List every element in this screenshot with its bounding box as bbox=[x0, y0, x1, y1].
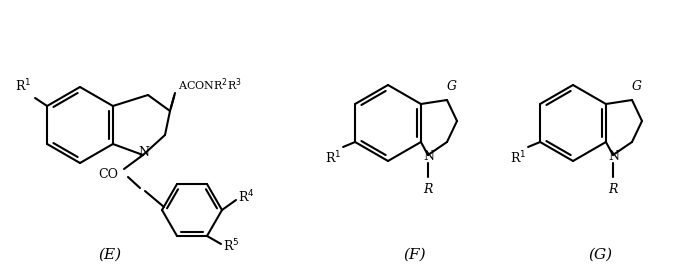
Text: R: R bbox=[423, 183, 433, 196]
Text: ACONR$^2$R$^3$: ACONR$^2$R$^3$ bbox=[178, 77, 242, 93]
Text: R$^1$: R$^1$ bbox=[510, 150, 526, 167]
Text: G: G bbox=[447, 81, 457, 93]
Text: R$^1$: R$^1$ bbox=[325, 150, 341, 167]
Text: (F): (F) bbox=[403, 248, 426, 262]
Text: (G): (G) bbox=[588, 248, 612, 262]
Text: R$^1$: R$^1$ bbox=[15, 78, 31, 94]
Text: N: N bbox=[424, 150, 434, 164]
Text: N: N bbox=[138, 147, 149, 159]
Text: R: R bbox=[609, 183, 618, 196]
Text: N: N bbox=[609, 150, 620, 164]
Text: R$^4$: R$^4$ bbox=[238, 189, 255, 205]
Text: R$^5$: R$^5$ bbox=[223, 238, 239, 254]
Text: CO: CO bbox=[98, 168, 118, 182]
Text: G: G bbox=[632, 81, 642, 93]
Text: (E): (E) bbox=[98, 248, 121, 262]
